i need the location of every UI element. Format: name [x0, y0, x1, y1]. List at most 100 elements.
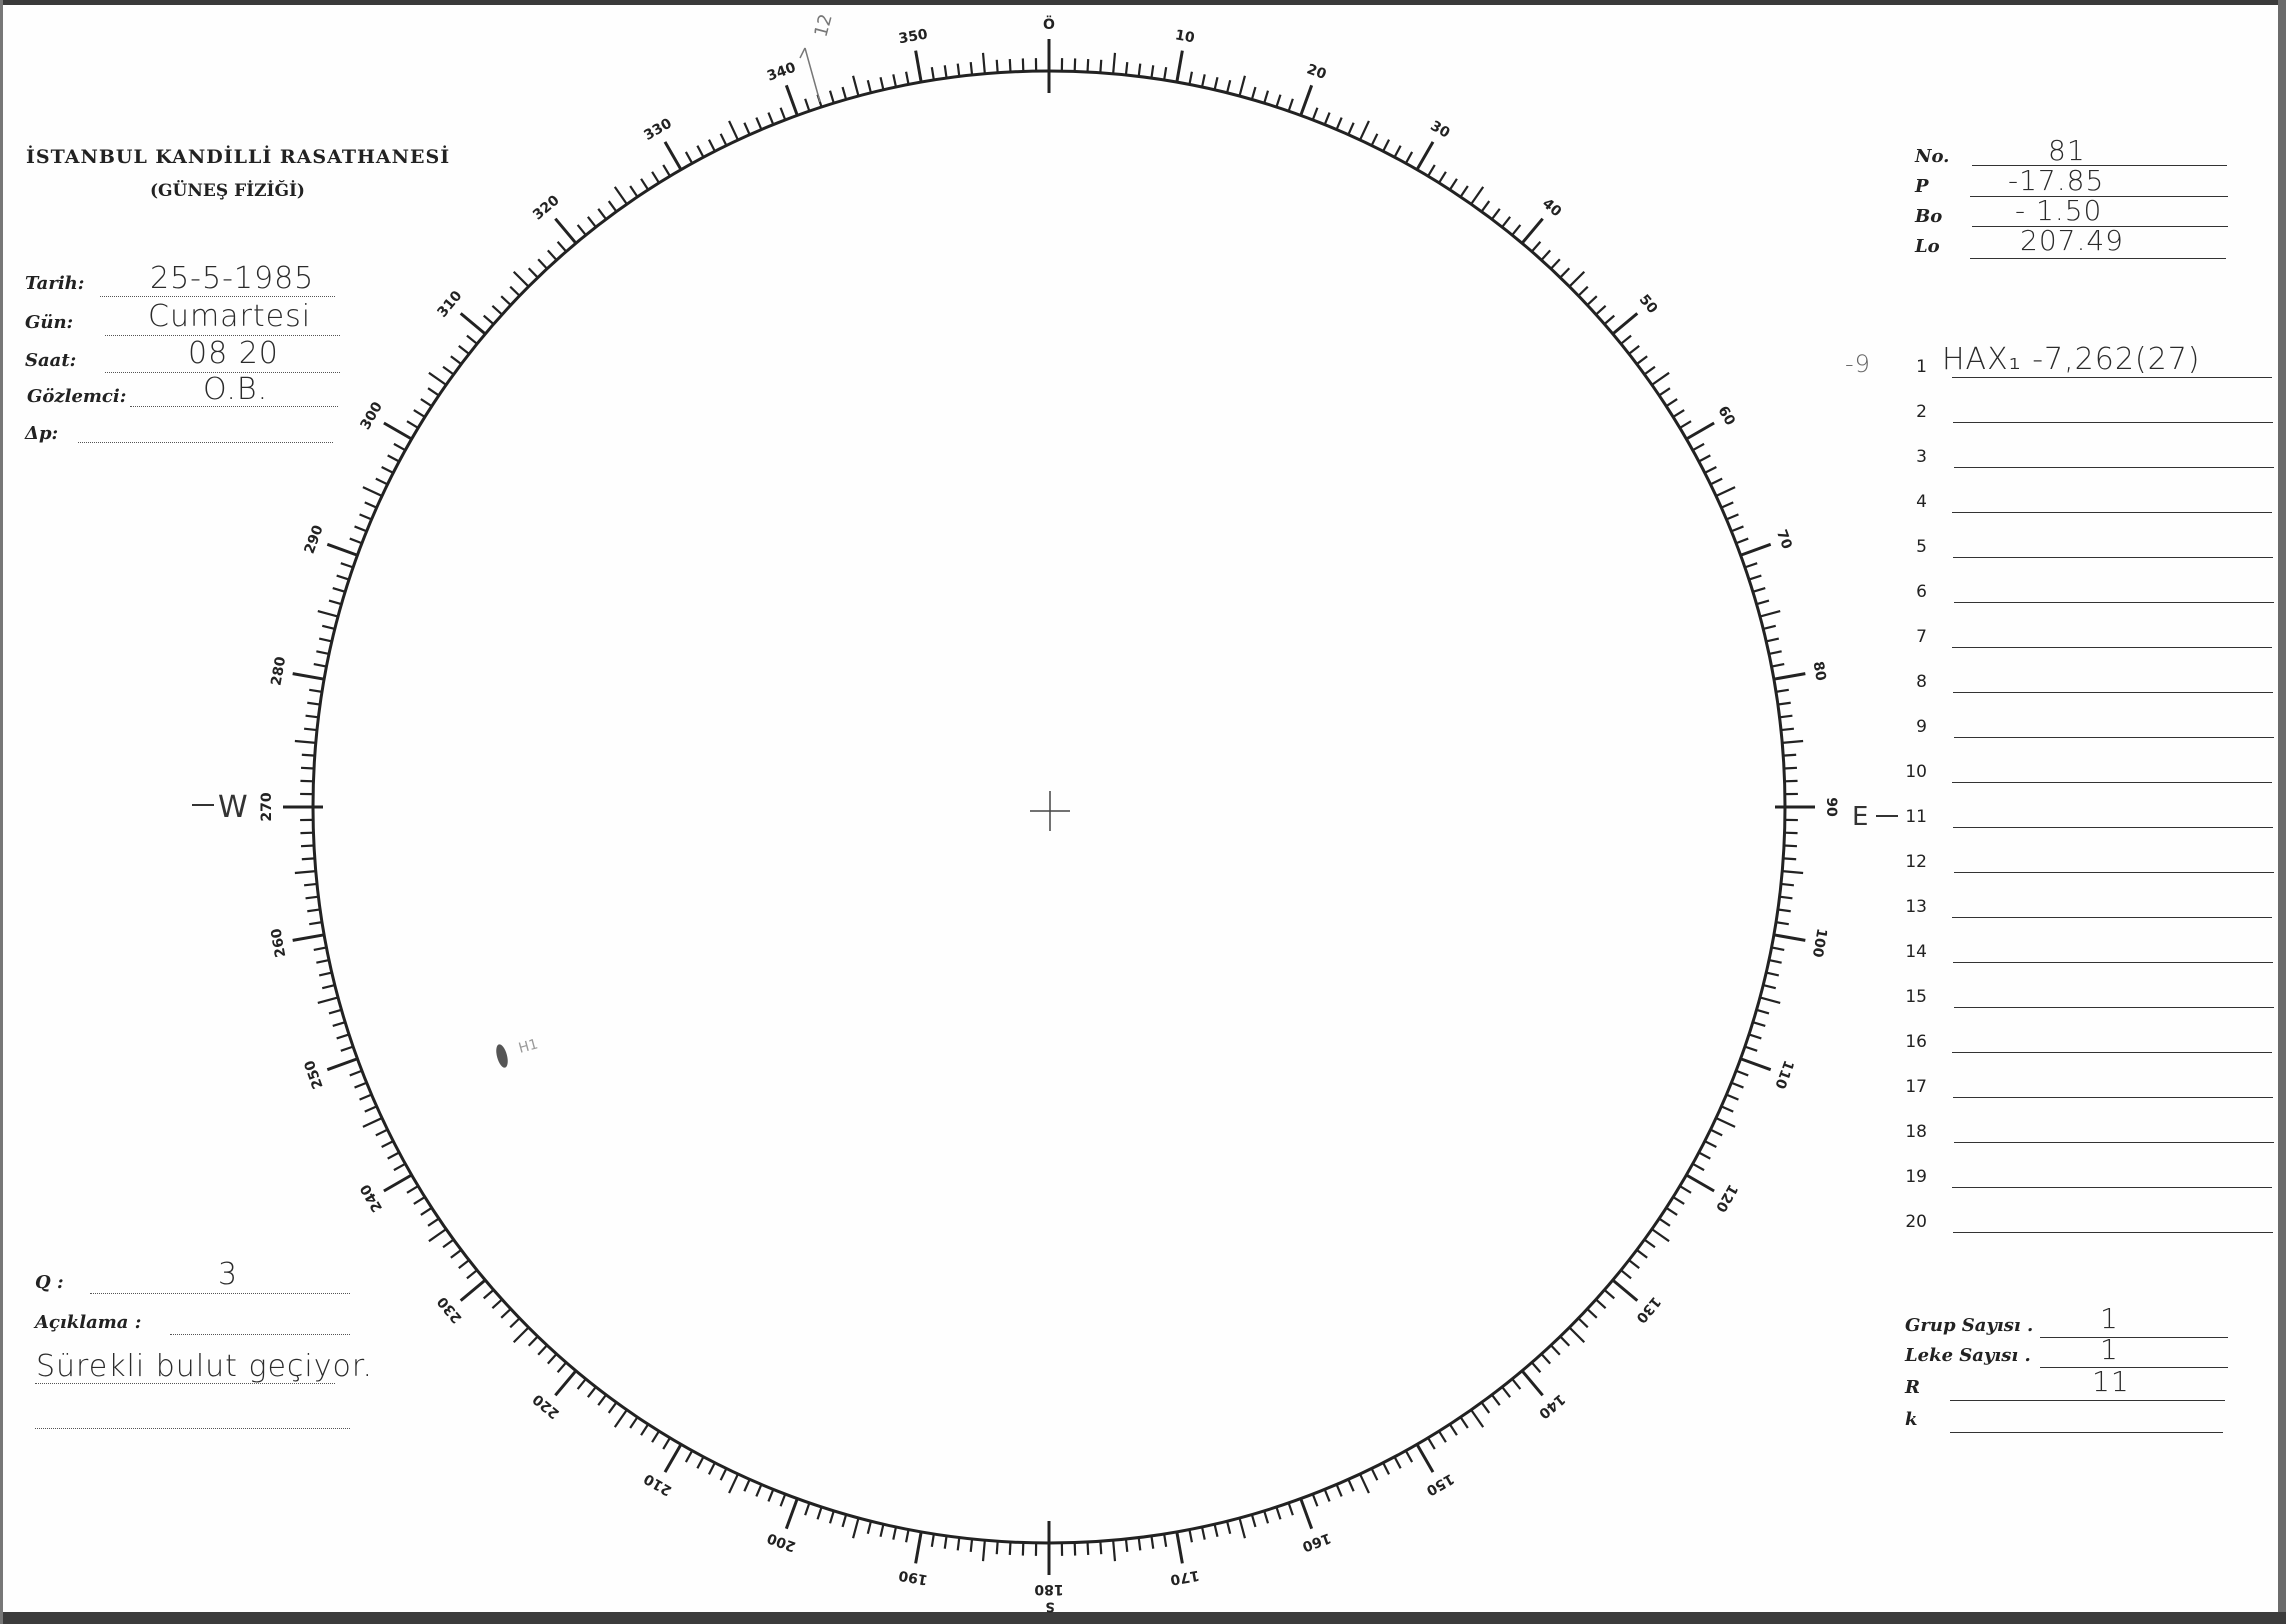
dial-tick — [328, 599, 342, 606]
dial-tick — [784, 84, 799, 116]
dial-tick — [1756, 1008, 1770, 1015]
dial-tick — [995, 59, 999, 73]
bo-value[interactable]: - 1.50 — [2015, 194, 2103, 227]
bo-label: Bo — [1915, 206, 1943, 227]
dial-tick — [1299, 84, 1314, 116]
dial-tick — [450, 1249, 462, 1259]
dial-tick — [1550, 1344, 1561, 1356]
lo-value[interactable]: 207.49 — [2020, 224, 2124, 257]
dial-label: 60 — [1714, 404, 1738, 429]
dial-tick — [1651, 1228, 1670, 1243]
p-line — [1970, 196, 2228, 197]
dial-tick — [1311, 107, 1319, 121]
q-value[interactable]: 3 — [218, 1257, 239, 1292]
group-row-line — [1952, 1187, 2272, 1188]
dial-tick — [1370, 1468, 1379, 1481]
group-row-number: 18 — [1905, 1122, 1927, 1142]
dial-tick — [1611, 312, 1639, 336]
dial-tick — [321, 624, 336, 631]
grup-sayisi-value[interactable]: 1 — [2100, 1302, 2119, 1335]
grup-sayisi-label: Grup Sayısı . — [1905, 1315, 2034, 1336]
r-line — [1950, 1400, 2225, 1401]
dial-tick — [1415, 141, 1435, 171]
dial-tick — [1448, 1423, 1458, 1436]
dial-tick — [459, 1278, 487, 1302]
dial-tick — [1672, 1196, 1685, 1205]
dial-tick — [1603, 314, 1615, 325]
dial-tick — [1768, 958, 1782, 964]
dial-label: 90 — [1823, 797, 1839, 817]
center-cross-icon — [1030, 791, 1070, 831]
dial-tick — [1480, 200, 1491, 213]
gun-value[interactable]: Cumartesi — [148, 299, 312, 334]
dial-tick — [1779, 895, 1793, 900]
group-row-number: 3 — [1916, 447, 1927, 467]
dial-tick — [1238, 1517, 1246, 1539]
group-row-line — [1954, 1007, 2274, 1008]
tarih-value[interactable]: 25-5-1985 — [150, 261, 315, 296]
dial-tick — [1200, 1526, 1206, 1540]
delta-p-line — [78, 442, 333, 443]
dial-tick — [956, 1537, 961, 1551]
dial-tick — [1692, 1162, 1705, 1172]
dial-tick — [828, 1510, 835, 1524]
dial-tick — [427, 387, 440, 397]
dial-tick — [305, 714, 319, 719]
r-label: R — [1905, 1377, 1920, 1398]
dial-tick — [651, 1430, 660, 1443]
dial-tick — [866, 1520, 873, 1535]
dial-tick — [354, 525, 368, 533]
no-label: No. — [1915, 146, 1950, 167]
leke-sayisi-line — [2040, 1367, 2228, 1368]
gozlemci-value[interactable]: O.B. — [203, 372, 269, 407]
dial-tick — [527, 267, 539, 279]
dial-tick — [336, 1033, 350, 1040]
dial-tick — [500, 295, 512, 306]
dial-tick — [326, 1057, 358, 1072]
group-row-entry[interactable]: HAX₁ -7,262(27) — [1942, 342, 2201, 377]
margin-note: -9 — [1845, 350, 1871, 378]
dial-tick — [1188, 1529, 1193, 1543]
dial-tick — [362, 1117, 383, 1128]
dial-tick — [1511, 224, 1522, 236]
dial-tick — [663, 141, 683, 171]
east-label: E — [1852, 802, 1868, 832]
dial-tick — [1213, 76, 1219, 91]
dial-tick — [1225, 79, 1232, 94]
group-row-number: 12 — [1905, 852, 1927, 872]
saat-value[interactable]: 08 20 — [188, 336, 279, 371]
dial-tick — [427, 1217, 440, 1227]
dial-label: 70 — [1773, 528, 1795, 552]
dial-tick — [300, 766, 315, 770]
r-value[interactable]: 11 — [2092, 1365, 2130, 1398]
no-line — [1972, 165, 2227, 166]
dial-tick — [466, 334, 478, 345]
dial-tick — [1559, 267, 1571, 279]
dial-tick — [1710, 477, 1723, 486]
dial-tick — [1520, 217, 1544, 245]
dial-ticks — [283, 39, 1815, 1575]
group-row-number: 16 — [1905, 1032, 1927, 1052]
no-value[interactable]: 81 — [2048, 134, 2086, 167]
leke-sayisi-value[interactable]: 1 — [2100, 1333, 2119, 1366]
dial-tick — [640, 178, 650, 191]
group-row-number: 7 — [1916, 627, 1927, 647]
dial-tick — [613, 186, 628, 205]
dial-tick — [707, 1462, 716, 1475]
dial-tick — [1480, 1401, 1491, 1414]
dial-tick — [1299, 1498, 1314, 1530]
dial-tick — [1748, 1033, 1762, 1040]
sunspot[interactable] — [494, 1043, 510, 1069]
aciklama-value[interactable]: Sürekli bulut geçiyor. — [36, 1349, 373, 1384]
dial-tick — [313, 663, 327, 668]
dial-tick — [1771, 946, 1785, 951]
p-value[interactable]: -17.85 — [2008, 164, 2105, 197]
dial-tick — [1611, 1278, 1639, 1302]
aciklama-label: Açıklama : — [35, 1312, 142, 1333]
dial-label: 300 — [358, 399, 387, 433]
dial-tick — [1735, 1069, 1749, 1077]
dial-tick — [1370, 133, 1379, 146]
dial-tick — [362, 486, 383, 497]
dial-tick — [1287, 1502, 1294, 1516]
